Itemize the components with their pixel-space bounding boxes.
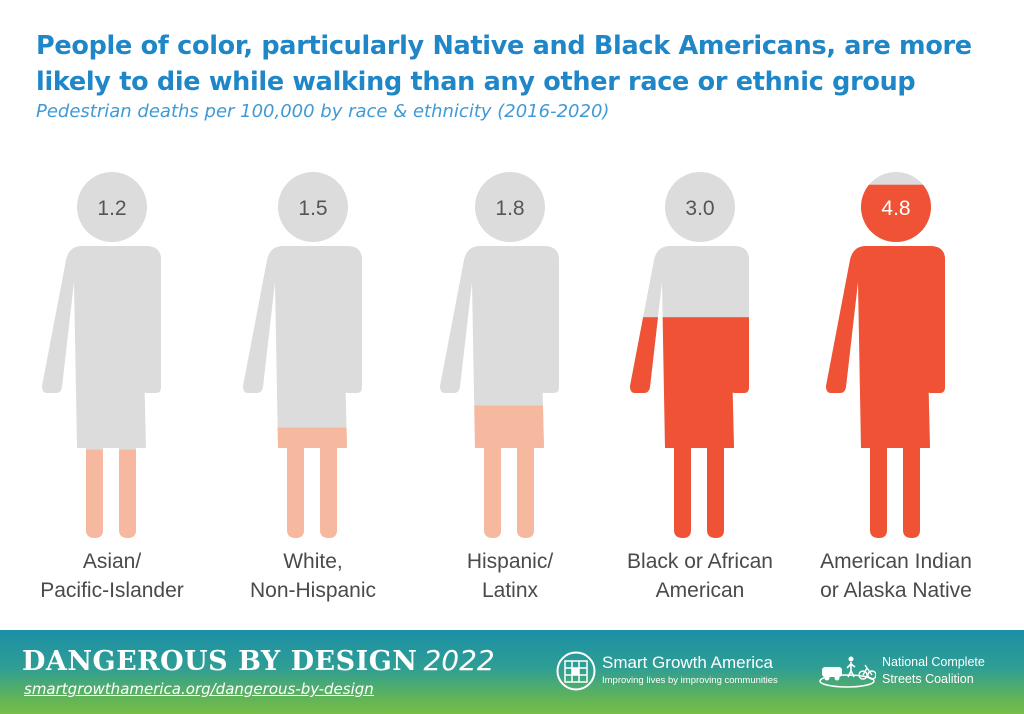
value-label: 1.5 (298, 197, 327, 220)
figure-fill (630, 317, 749, 538)
sga-tagline: Improving lives by improving communities (602, 675, 778, 686)
chart-subtitle: Pedestrian deaths per 100,000 by race & … (36, 101, 610, 122)
figure-empty (440, 172, 559, 538)
figure-fill (243, 427, 362, 538)
person-figure-icon (243, 172, 362, 538)
figure-2: 1.8 Hispanic/Latinx (440, 172, 559, 602)
person-figure-icon (826, 172, 945, 538)
building-grid-icon (556, 651, 596, 691)
brand-name: DANGEROUS BY DESIGN (22, 646, 418, 677)
category-label: American Indian (820, 550, 972, 573)
category-label: Hispanic/ (467, 550, 554, 573)
figure-fill (826, 184, 945, 538)
category-label: Non-Hispanic (250, 579, 376, 602)
category-label: or Alaska Native (820, 579, 972, 602)
street-users-icon (819, 656, 876, 688)
ncsc-line-1: National Complete (882, 655, 985, 669)
figure-3: 3.0 Black or African American (627, 172, 773, 602)
pictograph-chart: 1.2 Asian/Pacific-Islander 1.5 White, Non-Hi… (40, 172, 972, 602)
value-label: 1.2 (97, 197, 126, 220)
report-link[interactable]: smartgrowthamerica.org/dangerous-by-desi… (24, 680, 374, 698)
figure-empty (243, 172, 362, 538)
value-label: 3.0 (685, 197, 714, 220)
figure-4: 4.8 American Indian or Alaska Native (820, 172, 972, 602)
chart-title: People of color, particularly Native and… (36, 31, 972, 97)
category-label: American (656, 579, 745, 602)
category-label: Black or African (627, 550, 773, 573)
brand-year: 2022 (423, 644, 495, 677)
category-label: Latinx (482, 579, 539, 602)
figure-1: 1.5 White, Non-Hispanic (243, 172, 376, 602)
category-label: Pacific-Islander (40, 579, 184, 602)
category-label: White, (283, 550, 343, 573)
category-label: Asian/ (83, 550, 142, 573)
ncsc-line-2: Streets Coalition (882, 672, 974, 686)
brand-title: DANGEROUS BY DESIGN 2022 (22, 644, 495, 677)
figure-fill (42, 449, 161, 538)
person-figure-icon (440, 172, 559, 538)
value-label: 4.8 (881, 197, 910, 220)
smart-growth-america-logo: Smart Growth America Improving lives by … (556, 649, 816, 695)
sga-name: Smart Growth America (602, 653, 773, 672)
figure-0: 1.2 Asian/Pacific-Islander (40, 172, 184, 602)
value-label: 1.8 (495, 197, 524, 220)
footer-banner: DANGEROUS BY DESIGN 2022 smartgrowthameri… (0, 630, 1024, 714)
figure-empty (42, 172, 161, 538)
complete-streets-logo: National Complete Streets Coalition (818, 649, 1018, 695)
person-figure-icon (630, 172, 749, 538)
figure-fill (440, 405, 559, 538)
person-figure-icon (42, 172, 161, 538)
